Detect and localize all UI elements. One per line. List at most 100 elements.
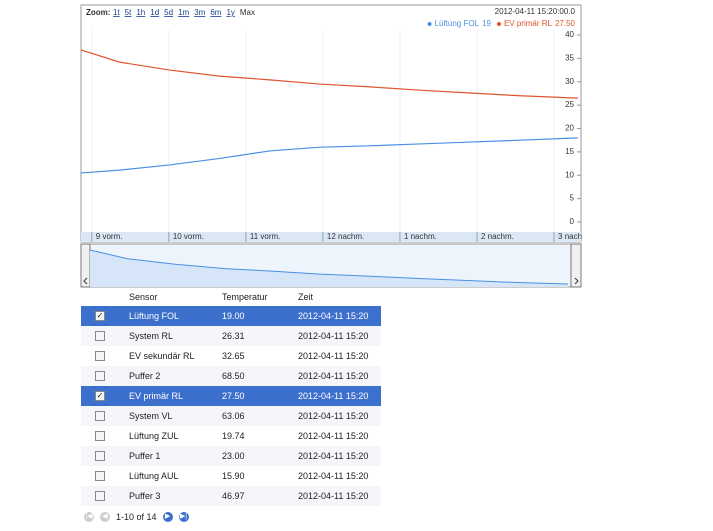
checkbox-cell	[81, 486, 129, 506]
table-cell: Lüftung FOL	[129, 306, 222, 326]
legend-marker	[496, 22, 501, 26]
y-tick-label: 5	[570, 194, 575, 203]
zoom-link[interactable]: 1m	[178, 8, 189, 17]
table-cell: 2012-04-11 15:20	[298, 306, 381, 326]
table-cell: 46.97	[222, 486, 298, 506]
checkbox[interactable]	[95, 331, 105, 341]
header-cell: Temperatur	[222, 292, 268, 302]
table-cell: Puffer 3	[129, 486, 222, 506]
table-cell: 2012-04-11 15:20	[298, 366, 381, 386]
checkbox[interactable]	[95, 491, 105, 501]
checkbox-cell	[81, 446, 129, 466]
next-page-button[interactable]: ▶	[162, 512, 173, 522]
checkbox-cell: ✓	[81, 386, 129, 406]
zoom-link[interactable]: 1t	[113, 8, 120, 17]
table-cell: 2012-04-11 15:20	[298, 326, 381, 346]
table-row[interactable]: EV sekundär RL 32.65 2012-04-11 15:20	[81, 346, 381, 366]
last-page-button[interactable]: ▶|	[178, 512, 189, 522]
y-tick-label: 20	[565, 124, 574, 133]
table-cell: 19.00	[222, 306, 298, 326]
first-page-button[interactable]: |◀	[84, 512, 94, 522]
y-tick-label: 10	[565, 170, 574, 179]
table-cell: 26.31	[222, 326, 298, 346]
prev-page-button[interactable]: ◀	[100, 512, 110, 522]
zoom-link[interactable]: 5t	[125, 8, 132, 17]
table-row[interactable]: Puffer 3 46.97 2012-04-11 15:20	[81, 486, 381, 506]
navigator-line	[89, 249, 569, 285]
table-cell: System RL	[129, 326, 222, 346]
table-row[interactable]: System RL 26.31 2012-04-11 15:20	[81, 326, 381, 346]
checkbox[interactable]: ✓	[95, 311, 105, 321]
zoom-link[interactable]: 3m	[194, 8, 205, 17]
y-tick-label: 25	[565, 100, 574, 109]
header-row: Sensor Temperatur Zeit	[81, 288, 381, 306]
legend-label: Lüftung FOL	[435, 19, 480, 28]
table-cell: EV primär RL	[129, 386, 222, 406]
header-cell: Sensor	[129, 292, 158, 302]
table-cell: 19.74	[222, 431, 245, 441]
checkbox-cell	[81, 326, 129, 346]
table-cell: Lüftung ZUL	[129, 431, 179, 441]
checkbox[interactable]	[95, 371, 105, 381]
x-axis-band	[81, 232, 581, 242]
checkbox[interactable]	[95, 451, 105, 461]
header-cell: Zeit	[298, 292, 314, 302]
table-cell: 27.50	[222, 386, 298, 406]
pagination-label: 1-10 of 14	[116, 512, 157, 522]
checkbox[interactable]	[95, 411, 105, 421]
table-cell: 32.65	[222, 351, 245, 361]
table-row[interactable]: ✓ EV primär RL 27.50 2012-04-11 15:20	[81, 386, 381, 406]
table-row[interactable]: Puffer 1 23.00 2012-04-11 15:20	[81, 446, 381, 466]
table-cell: 63.06	[222, 406, 298, 426]
chart-frame	[80, 4, 582, 243]
table-cell: 2012-04-11 15:20	[298, 386, 381, 406]
y-tick-label: 40	[565, 30, 574, 39]
x-tick-label: 12 nachm.	[327, 232, 364, 241]
x-tick-label: 11 vorm.	[250, 232, 281, 241]
pagination: |◀ ◀ 1-10 of 14 ▶ ▶|	[84, 512, 189, 522]
zoom-link[interactable]: 5d	[164, 8, 173, 17]
zoom-link[interactable]: 1y	[226, 8, 234, 17]
table-cell: 2012-04-11 15:20	[298, 406, 381, 426]
checkbox[interactable]	[95, 351, 105, 361]
chart: Zoom: 2012-04-11 15:20:00.0 1t 5t 1h 1d 5d 1m…	[80, 4, 582, 288]
x-tick-label: 2 nachm.	[481, 232, 514, 241]
navigator-right-handle[interactable]	[570, 243, 582, 288]
checkbox[interactable]	[95, 471, 105, 481]
table-row[interactable]: Lüftung AUL 15.90 2012-04-11 15:20	[81, 466, 381, 486]
zoom-link[interactable]: 1h	[136, 8, 145, 17]
series-line	[80, 49, 578, 99]
table-row[interactable]: Lüftung ZUL 19.74 2012-04-11 15:20	[81, 426, 381, 446]
table-cell: Lüftung AUL	[129, 471, 179, 481]
zoom-label: Zoom:	[86, 8, 110, 17]
sensor-table: Sensor Temperatur Zeit ✓ Lüftung FOL 19.00 201…	[81, 288, 381, 506]
y-tick-label: 15	[565, 147, 574, 156]
date-label: 2012-04-11 15:20:00.0	[495, 7, 576, 16]
arrow-icon	[83, 277, 88, 285]
zoom-link[interactable]: 1d	[150, 8, 159, 17]
table-cell: 2012-04-11 15:20	[298, 471, 369, 481]
header-cell	[81, 288, 129, 306]
x-tick-label: 10 vorm.	[173, 232, 204, 241]
table-row[interactable]: ✓ Lüftung FOL 19.00 2012-04-11 15:20	[81, 306, 381, 326]
table-cell: System VL	[129, 406, 222, 426]
table-row[interactable]: System VL 63.06 2012-04-11 15:20	[81, 406, 381, 426]
checkbox-cell	[81, 466, 129, 486]
table-cell: 2012-04-11 15:20	[298, 431, 369, 441]
y-tick-label: 30	[565, 77, 574, 86]
table-cell: 2012-04-11 15:20	[298, 351, 369, 361]
navigator-left-handle[interactable]	[80, 243, 91, 288]
arrow-icon	[574, 277, 579, 285]
y-tick-label: 35	[565, 53, 574, 62]
zoom-link[interactable]: 6m	[210, 8, 221, 17]
table-cell: 23.00	[222, 446, 298, 466]
checkbox-cell	[81, 406, 129, 426]
checkbox[interactable]	[95, 431, 105, 441]
checkbox[interactable]: ✓	[95, 391, 105, 401]
legend-marker	[427, 22, 432, 26]
x-tick-label: 1 nachm.	[404, 232, 437, 241]
x-tick-label: 9 vorm.	[96, 232, 123, 241]
table-cell: 2012-04-11 15:20	[298, 486, 381, 506]
table-row[interactable]: Puffer 2 68.50 2012-04-11 15:20	[81, 366, 381, 386]
